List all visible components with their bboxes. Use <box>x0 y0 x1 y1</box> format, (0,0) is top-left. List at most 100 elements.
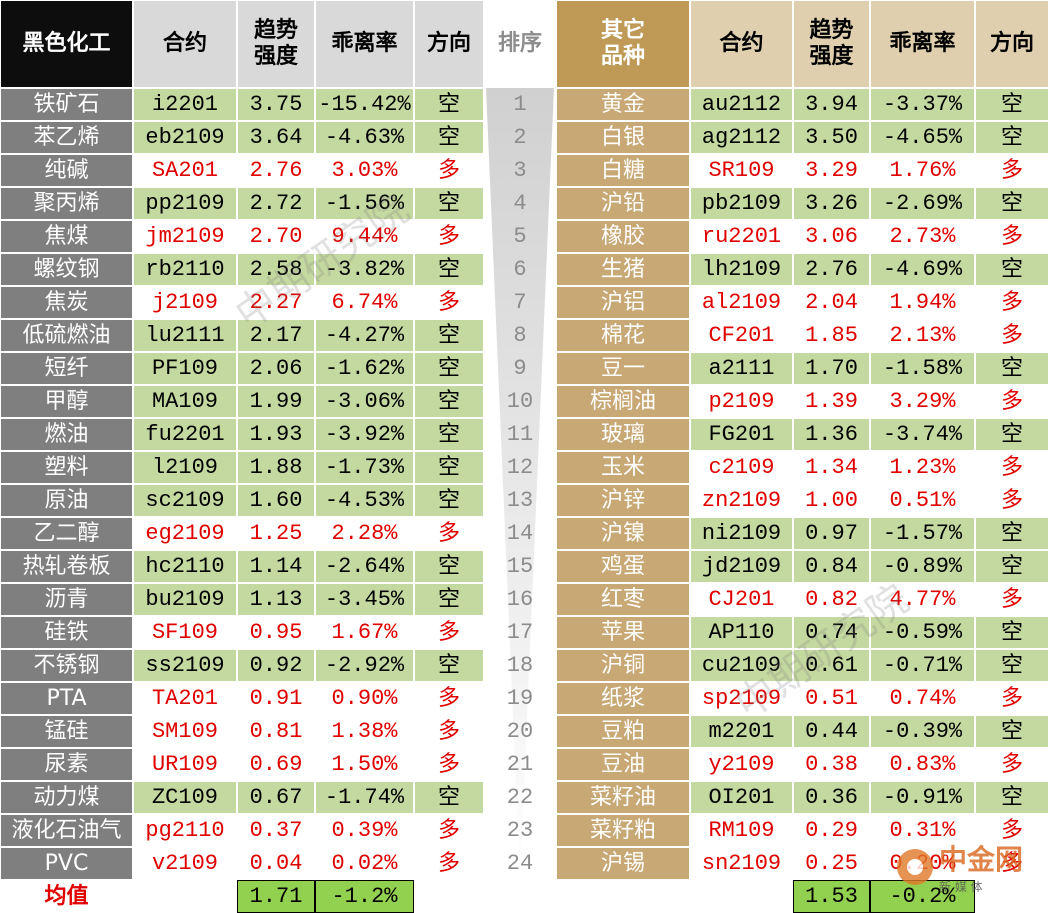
header-line: 趋势 <box>253 18 298 43</box>
contract: ss2109 <box>133 649 237 682</box>
trend-strength: 0.82 <box>793 583 870 616</box>
rank: 17 <box>506 619 534 645</box>
contract: sc2109 <box>133 484 237 517</box>
deviation: 0.39% <box>315 814 414 847</box>
deviation: 0.90% <box>315 682 414 715</box>
variety: 豆一 <box>556 352 690 385</box>
contract: AP110 <box>690 616 793 649</box>
variety: 苹果 <box>556 616 690 649</box>
direction: 空 <box>975 550 1049 583</box>
deviation: 4.77% <box>870 583 975 616</box>
trend-strength: 2.76 <box>237 154 315 187</box>
contract: m2201 <box>690 715 793 748</box>
variety: 豆粕 <box>556 715 690 748</box>
variety: 硅铁 <box>0 616 133 649</box>
rank: 11 <box>506 421 534 447</box>
direction: 空 <box>414 484 484 517</box>
trend-strength: 1.99 <box>237 385 315 418</box>
mean-value: -0.2% <box>870 880 975 913</box>
contract: p2109 <box>690 385 793 418</box>
trend-strength: 0.36 <box>793 781 870 814</box>
deviation: -0.39% <box>870 715 975 748</box>
rank: 20 <box>506 718 534 744</box>
direction: 空 <box>414 319 484 352</box>
contract: au2112 <box>690 88 793 121</box>
direction: 多 <box>414 616 484 649</box>
direction: 多 <box>414 715 484 748</box>
direction: 空 <box>414 649 484 682</box>
header-line: 强度 <box>809 44 854 69</box>
trend-strength: 0.44 <box>793 715 870 748</box>
direction: 空 <box>414 88 484 121</box>
variety: 乙二醇 <box>0 517 133 550</box>
contract: jm2109 <box>133 220 237 253</box>
deviation: -15.42% <box>315 88 414 121</box>
variety: 沪铜 <box>556 649 690 682</box>
variety: 沪铅 <box>556 187 690 220</box>
variety: 橡胶 <box>556 220 690 253</box>
mean-value: -1.2% <box>315 880 414 913</box>
direction: 空 <box>414 583 484 616</box>
contract: sp2109 <box>690 682 793 715</box>
variety: 玉米 <box>556 451 690 484</box>
trend-strength: 2.04 <box>793 286 870 319</box>
direction: 多 <box>975 847 1049 880</box>
column-header: 方向 <box>414 0 484 88</box>
trend-strength: 1.00 <box>793 484 870 517</box>
trend-strength: 3.06 <box>793 220 870 253</box>
contract: pg2110 <box>133 814 237 847</box>
mean-label: 均值 <box>0 880 133 913</box>
deviation: 3.29% <box>870 385 975 418</box>
variety: 沪镍 <box>556 517 690 550</box>
variety: 纸浆 <box>556 682 690 715</box>
deviation: 2.28% <box>315 517 414 550</box>
contract: SF109 <box>133 616 237 649</box>
trend-strength: 0.97 <box>793 517 870 550</box>
variety: 鸡蛋 <box>556 550 690 583</box>
variety: 棉花 <box>556 319 690 352</box>
deviation: -0.59% <box>870 616 975 649</box>
direction: 多 <box>975 484 1049 517</box>
direction: 空 <box>975 649 1049 682</box>
contract: SR109 <box>690 154 793 187</box>
deviation: 1.23% <box>870 451 975 484</box>
direction: 空 <box>414 121 484 154</box>
trend-strength: 3.50 <box>793 121 870 154</box>
variety: 锰硅 <box>0 715 133 748</box>
deviation: -0.89% <box>870 550 975 583</box>
logo-icon <box>897 848 933 885</box>
trend-strength: 0.69 <box>237 748 315 781</box>
deviation: 2.73% <box>870 220 975 253</box>
deviation: -3.82% <box>315 253 414 286</box>
deviation: 0.74% <box>870 682 975 715</box>
variety: PVC <box>0 847 133 880</box>
variety: 纯碱 <box>0 154 133 187</box>
variety: 焦炭 <box>0 286 133 319</box>
trend-strength: 0.25 <box>793 847 870 880</box>
contract: al2109 <box>690 286 793 319</box>
direction: 多 <box>414 220 484 253</box>
contract: PF109 <box>133 352 237 385</box>
variety: 沥青 <box>0 583 133 616</box>
variety: 豆油 <box>556 748 690 781</box>
deviation: 6.74% <box>315 286 414 319</box>
deviation: -4.65% <box>870 121 975 154</box>
rank: 19 <box>506 685 534 711</box>
direction: 多 <box>975 814 1049 847</box>
contract: OI201 <box>690 781 793 814</box>
rank: 18 <box>506 652 534 678</box>
deviation: 1.67% <box>315 616 414 649</box>
trend-strength: 0.38 <box>793 748 870 781</box>
header-line: 强度 <box>253 44 298 69</box>
variety: PTA <box>0 682 133 715</box>
deviation: 2.13% <box>870 319 975 352</box>
direction: 多 <box>975 748 1049 781</box>
contract: SM109 <box>133 715 237 748</box>
contract: FG201 <box>690 418 793 451</box>
deviation: -1.58% <box>870 352 975 385</box>
deviation: 1.94% <box>870 286 975 319</box>
trend-strength: 0.84 <box>793 550 870 583</box>
direction: 空 <box>975 187 1049 220</box>
trend-strength: 1.70 <box>793 352 870 385</box>
